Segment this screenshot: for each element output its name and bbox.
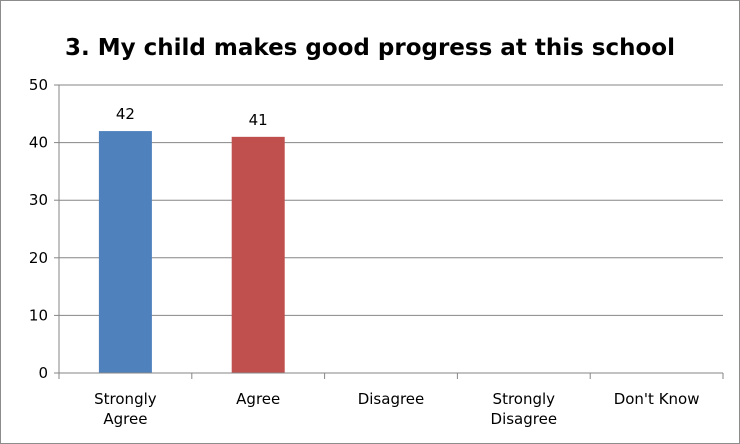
bar-0 <box>98 131 152 373</box>
chart-title: 3. My child makes good progress at this … <box>65 35 675 61</box>
x-tick-label: Disagree <box>358 390 425 408</box>
bars <box>98 131 285 373</box>
y-tick-label: 10 <box>29 306 48 324</box>
data-labels: 42 41 <box>107 104 277 130</box>
y-tick-label: 30 <box>29 191 48 209</box>
y-tick-label: 0 <box>38 364 48 382</box>
x-tick-label: Agree <box>236 390 280 408</box>
y-tick-label: 40 <box>29 134 48 152</box>
axes: 0 10 20 30 40 50 Strongly Agree Agree Disagree Str… <box>29 76 724 428</box>
x-tick-label: Strongly Disagree <box>491 390 558 428</box>
bar-1 <box>231 136 285 373</box>
data-label-background <box>240 109 277 130</box>
y-tick-label: 50 <box>29 76 48 94</box>
gridlines <box>59 84 723 316</box>
data-label-1: 41 <box>249 111 268 129</box>
data-label-background <box>107 104 144 125</box>
x-tick-label: Don't Know <box>614 390 700 408</box>
data-label-0: 42 <box>116 105 135 123</box>
y-tick-label: 20 <box>29 249 48 267</box>
x-tick-label: Strongly Agree <box>94 390 157 428</box>
